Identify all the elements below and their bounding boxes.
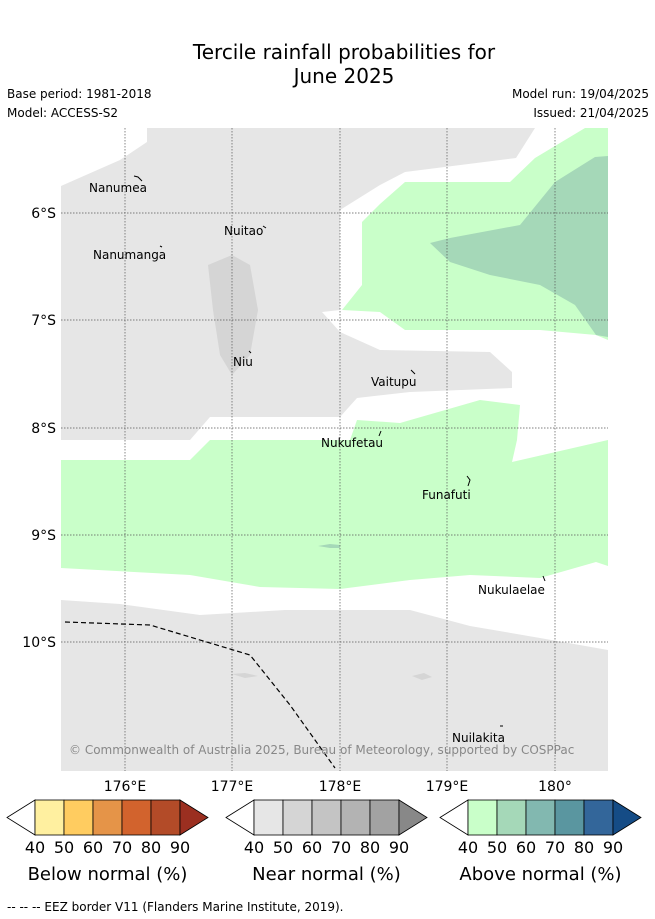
nuitao-coastline: [262, 225, 267, 229]
island-label-vaitupu: Vaitupu: [371, 375, 417, 389]
niu-coastline: [248, 350, 252, 354]
lat-label-9s: 9°S: [31, 528, 56, 544]
below-normal-colorbar-tick-label: 50: [54, 838, 74, 857]
graticule: [61, 128, 608, 771]
below-normal-colorbar-tick-label: 80: [141, 838, 161, 857]
below-normal-colorbar-max-triangle: [179, 799, 209, 836]
near-normal-colorbar-tick-label: 60: [302, 838, 322, 857]
below-normal-colorbar-segment: [92, 799, 123, 836]
eez-footer-note: -- -- -- EEZ border V11 (Flanders Marine…: [7, 900, 344, 914]
above-normal-colorbar-segment: [525, 799, 556, 836]
near-normal-colorbar-tick-label: 50: [273, 838, 293, 857]
colorbars: 40 50 60 70 80 90 Below normal (%) 40 50 60 70 80 90…: [6, 799, 642, 885]
island-coastlines: [133, 175, 546, 727]
near-normal-colorbar-tick-label: 90: [389, 838, 409, 857]
island-label-nanumea: Nanumea: [89, 181, 147, 195]
near-normal-colorbar-tick-label: 70: [331, 838, 351, 857]
island-label-nuilakita: Nuilakita: [452, 731, 505, 745]
lon-label-178e: 178°E: [319, 779, 362, 795]
island-label-nukufetau: Nukufetau: [321, 436, 383, 450]
island-label-nuitao: Nuitao: [224, 224, 263, 238]
near-normal-colorbar-tick-label: 40: [244, 838, 264, 857]
lat-label-10s: 10°S: [22, 635, 56, 651]
below-normal-colorbar-tick-label: 90: [170, 838, 190, 857]
above-normal-colorbar-tick-label: 90: [603, 838, 623, 857]
nanumanga-coastline: [159, 245, 163, 248]
lat-label-8s: 8°S: [31, 421, 56, 437]
funafuti-coastline: [466, 475, 471, 487]
above-normal-small-patch: [318, 544, 340, 548]
above-normal-colorbar-tick-label: 70: [545, 838, 565, 857]
below-normal-colorbar-segment: [121, 799, 152, 836]
island-label-nukulaelae: Nukulaelae: [478, 583, 545, 597]
island-label-niu: Niu: [233, 355, 253, 369]
near-normal-colorbar-max-triangle: [398, 799, 428, 836]
near-normal-region-north: [61, 128, 535, 440]
above-normal-colorbar-tick-label: 60: [516, 838, 536, 857]
above-normal-colorbar-segment: [583, 799, 614, 836]
near-normal-colorbar-min-triangle: [225, 799, 255, 836]
eez-border: [64, 621, 336, 769]
below-normal-colorbar-tick-label: 40: [25, 838, 45, 857]
lat-label-6s: 6°S: [31, 206, 56, 222]
nukulaelae-coastline: [542, 575, 546, 582]
near-normal-colorbar-tick-label: 80: [360, 838, 380, 857]
above-normal-colorbar-segment: [554, 799, 585, 836]
model-name: Model: ACCESS-S2: [7, 106, 119, 120]
above-normal-colorbar-tick-label: 50: [487, 838, 507, 857]
nukufetau-coastline: [378, 430, 382, 437]
base-period: Base period: 1981-2018: [7, 87, 152, 101]
near-normal-small-patch-2: [412, 673, 432, 680]
below-normal-colorbar-segment: [34, 799, 65, 836]
below-normal-colorbar-title: Below normal (%): [28, 864, 188, 885]
above-normal-colorbar-segment: [467, 799, 498, 836]
lon-label-177e: 177°E: [211, 779, 254, 795]
near-normal-colorbar: 40 50 60 70 80 90 Near normal (%): [225, 799, 428, 885]
lat-label-7s: 7°S: [31, 313, 56, 329]
issued-date: Issued: 21/04/2025: [533, 106, 649, 120]
vaitupu-coastline: [410, 369, 416, 375]
near-normal-colorbar-segment: [369, 799, 400, 836]
near-normal-colorbar-segment: [340, 799, 371, 836]
nanumea-coastline: [133, 175, 143, 182]
lon-label-180: 180°: [538, 779, 572, 795]
near-normal-colorbar-segment: [311, 799, 342, 836]
above-normal-region-middle: [61, 400, 608, 589]
near-normal-50-patch: [208, 255, 258, 375]
lon-label-179e: 179°E: [426, 779, 469, 795]
near-normal-colorbar-title: Near normal (%): [252, 864, 401, 885]
island-label-funafuti: Funafuti: [422, 488, 471, 502]
island-label-nanumanga: Nanumanga: [93, 248, 166, 262]
below-normal-colorbar-tick-label: 70: [112, 838, 132, 857]
below-normal-colorbar-segment: [63, 799, 94, 836]
below-normal-colorbar-segment: [150, 799, 181, 836]
near-normal-colorbar-segment: [253, 799, 284, 836]
above-normal-colorbar-segment: [496, 799, 527, 836]
near-normal-region-south: [61, 600, 608, 771]
above-normal-colorbar-min-triangle: [439, 799, 469, 836]
above-normal-colorbar-title: Above normal (%): [459, 864, 621, 885]
above-normal-colorbar-tick-label: 40: [458, 838, 478, 857]
below-normal-colorbar-tick-label: 60: [83, 838, 103, 857]
above-normal-colorbar-tick-label: 80: [574, 838, 594, 857]
near-normal-small-patch-1: [232, 673, 258, 678]
near-normal-colorbar-segment: [282, 799, 313, 836]
below-normal-colorbar-min-triangle: [6, 799, 36, 836]
title-line-1: Tercile rainfall probabilities for: [192, 40, 496, 64]
lon-label-176e: 176°E: [104, 779, 147, 795]
below-normal-colorbar: 40 50 60 70 80 90 Below normal (%): [6, 799, 209, 885]
above-normal-50-region: [430, 156, 608, 337]
above-normal-colorbar-max-triangle: [612, 799, 642, 836]
map-title: Tercile rainfall probabilities for June …: [0, 40, 655, 88]
title-line-2: June 2025: [293, 64, 395, 88]
model-run: Model run: 19/04/2025: [511, 87, 649, 101]
map-area: [61, 128, 608, 771]
above-normal-colorbar: 40 50 60 70 80 90 Above normal (%): [439, 799, 642, 885]
copyright-credit: © Commonwealth of Australia 2025, Bureau…: [69, 743, 575, 757]
